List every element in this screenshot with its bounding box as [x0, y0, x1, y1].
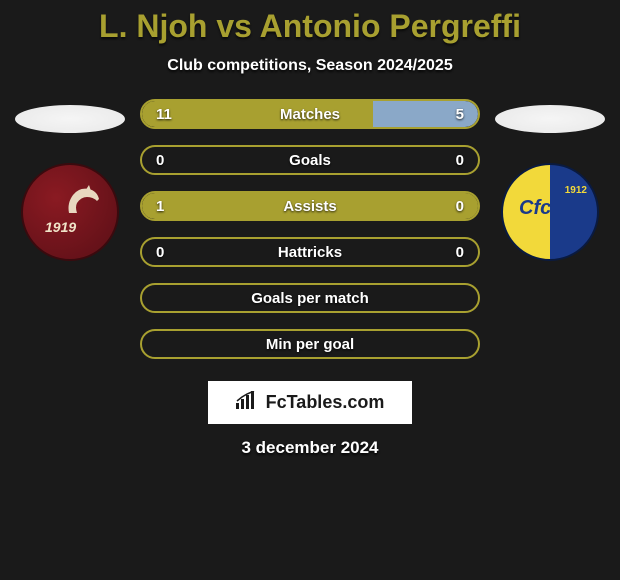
stat-value-left: 0: [156, 244, 164, 261]
stat-value-right: 0: [456, 198, 464, 215]
stat-row: 0 Hattricks 0: [140, 237, 480, 267]
stat-label: Matches: [280, 106, 340, 123]
stat-row: 0 Goals 0: [140, 145, 480, 175]
right-player-col: Cfc 1912: [490, 99, 610, 261]
stat-label: Goals: [289, 152, 331, 169]
stat-row: 1 Assists 0: [140, 191, 480, 221]
horse-icon: [63, 183, 103, 219]
stat-value-right: 0: [456, 244, 464, 261]
stat-label: Hattricks: [278, 244, 342, 261]
page-title: L. Njoh vs Antonio Pergreffi: [99, 8, 521, 45]
stat-label: Assists: [283, 198, 336, 215]
stat-label: Goals per match: [251, 290, 369, 307]
crest-year-right: 1912: [565, 185, 587, 196]
content-row: 1919 11 Matches 5 0 Goals 0 1 Assists 0 0 Hattrick…: [0, 99, 620, 359]
left-player-col: 1919: [10, 99, 130, 261]
page-subtitle: Club competitions, Season 2024/2025: [167, 57, 452, 75]
date-text: 3 december 2024: [241, 438, 378, 458]
stat-value-right: 0: [456, 152, 464, 169]
brand-text: FcTables.com: [266, 392, 385, 413]
team-crest-left: 1919: [21, 163, 119, 261]
stat-row: 11 Matches 5: [140, 99, 480, 129]
team-crest-right: Cfc 1912: [501, 163, 599, 261]
stat-value-right: 5: [456, 106, 464, 123]
player-shadow-left: [15, 105, 125, 133]
stat-value-left: 1: [156, 198, 164, 215]
crest-year-left: 1919: [45, 219, 76, 235]
stat-row: Min per goal: [140, 329, 480, 359]
stat-value-left: 11: [156, 106, 172, 123]
stat-value-left: 0: [156, 152, 164, 169]
bars-icon: [236, 391, 258, 414]
stat-label: Min per goal: [266, 336, 354, 353]
stats-column: 11 Matches 5 0 Goals 0 1 Assists 0 0 Hattricks 0 Goa…: [140, 99, 480, 359]
comparison-card: L. Njoh vs Antonio Pergreffi Club compet…: [0, 0, 620, 580]
crest-monogram-right: Cfc: [519, 197, 551, 220]
stat-row: Goals per match: [140, 283, 480, 313]
player-shadow-right: [495, 105, 605, 133]
brand-badge: FcTables.com: [208, 381, 413, 424]
